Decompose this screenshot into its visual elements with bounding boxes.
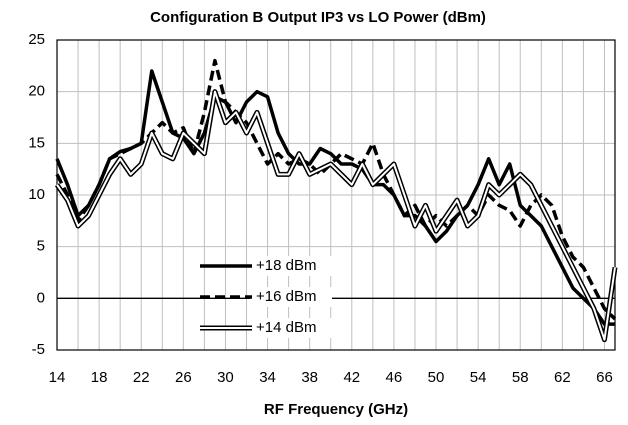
x-tick-label: 42	[343, 369, 360, 386]
x-tick-label: 38	[301, 369, 318, 386]
x-tick-label: 62	[554, 369, 571, 386]
legend-label: +18 dBm	[256, 257, 316, 274]
chart-title: Configuration B Output IP3 vs LO Power (…	[150, 9, 486, 26]
y-tick-label: 20	[28, 83, 45, 100]
series-line	[55, 69, 615, 326]
y-tick-label: 0	[37, 289, 45, 306]
y-tick-label: -5	[32, 341, 45, 358]
y-tick-label: 25	[28, 31, 45, 48]
x-tick-label: 30	[217, 369, 234, 386]
x-tick-label: 66	[596, 369, 613, 386]
legend-background	[250, 256, 332, 276]
x-tick-label: 18	[91, 369, 108, 386]
legend-label: +14 dBm	[256, 319, 316, 336]
legend-background	[250, 318, 332, 338]
series-line-inner	[56, 90, 616, 341]
x-tick-label: 26	[175, 369, 192, 386]
x-tick-label: 22	[133, 369, 150, 386]
legend-label: +16 dBm	[256, 288, 316, 305]
x-tick-label: 34	[259, 369, 276, 386]
x-tick-label: 50	[428, 369, 445, 386]
y-tick-label: 5	[37, 238, 45, 255]
x-tick-label: 14	[49, 369, 66, 386]
x-tick-label: 54	[470, 369, 487, 386]
legend-background	[250, 287, 332, 307]
y-tick-label: 15	[28, 134, 45, 151]
plot-frame	[56, 39, 616, 351]
x-tick-label: 46	[386, 369, 403, 386]
y-tick-label: 10	[28, 186, 45, 203]
x-axis-label: RF Frequency (GHz)	[264, 401, 408, 418]
x-tick-label: 58	[512, 369, 529, 386]
